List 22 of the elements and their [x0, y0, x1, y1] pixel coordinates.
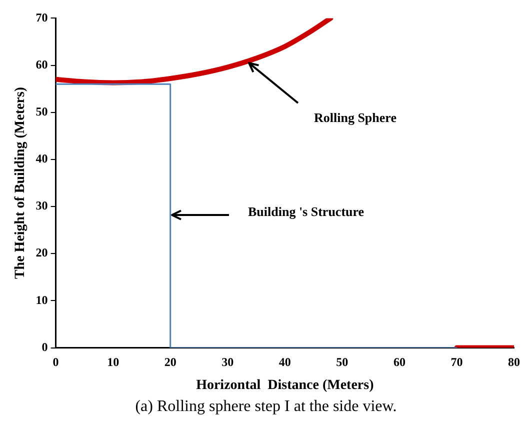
x-tick-label: 20: [164, 355, 176, 370]
y-tick-label: 30: [36, 198, 48, 213]
x-tick-label: 50: [336, 355, 348, 370]
y-tick-label: 0: [42, 340, 48, 354]
y-tick-label: 10: [36, 292, 48, 307]
x-tick-label: 60: [393, 355, 406, 370]
y-tick-label: 20: [36, 246, 48, 260]
y-tick-label: 70: [36, 10, 48, 24]
annotation: Rolling Sphere: [314, 110, 396, 126]
x-axis-title: Horizontal Distance (Meters): [196, 378, 374, 394]
x-tick-label: 0: [52, 355, 59, 370]
y-tick-label: 50: [36, 104, 48, 118]
x-tick-label: 70: [450, 355, 463, 370]
y-tick-label: 40: [36, 152, 48, 166]
x-tick-label: 40: [278, 355, 291, 370]
x-tick-label: 30: [222, 355, 234, 370]
x-tick-label: 10: [107, 355, 120, 370]
annotation: Building 's Structure: [248, 204, 364, 220]
y-axis-title: The Height of Building (Meters): [13, 86, 28, 280]
y-tick-label: 60: [36, 57, 48, 72]
x-tick-label: 80: [508, 355, 520, 370]
text: (a) Rolling sphere step I at the side view.: [134, 398, 398, 416]
